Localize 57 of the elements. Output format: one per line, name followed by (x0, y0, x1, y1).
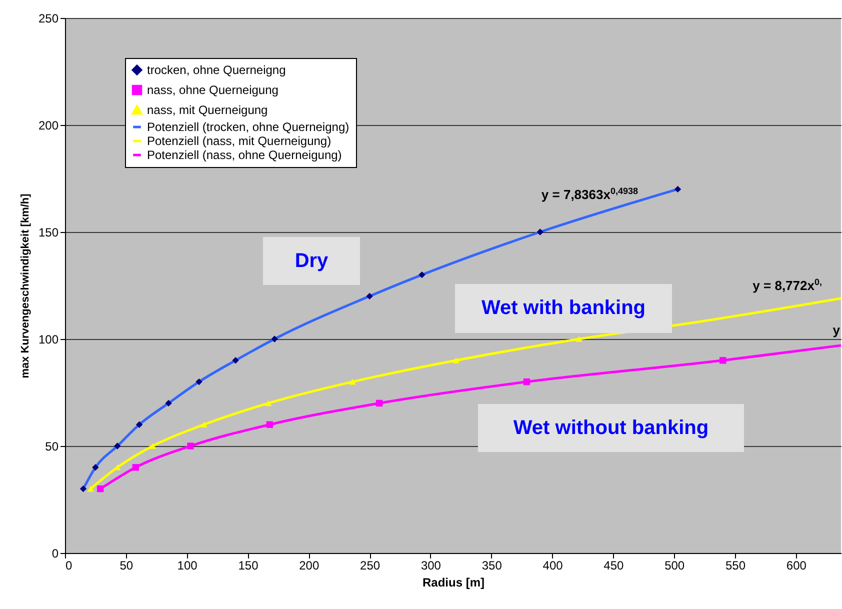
point (376, 400, 383, 407)
point (114, 442, 121, 450)
legend-label: Potenziell (nass, mit Querneigung) (147, 134, 332, 148)
point (271, 336, 278, 342)
point (232, 357, 239, 364)
point (200, 422, 208, 428)
x-tick-label: 500 (664, 558, 685, 572)
point (674, 186, 682, 193)
point (536, 228, 544, 236)
point (114, 464, 121, 470)
x-tick-label: 600 (786, 558, 807, 572)
annotation: y (832, 322, 840, 338)
point (149, 443, 156, 449)
point (187, 442, 194, 450)
y-tick-label: 250 (38, 12, 59, 26)
x-tick-label: 0 (66, 558, 72, 572)
point (266, 421, 274, 428)
legend-label: nass, mit Querneigung (147, 103, 268, 117)
point (349, 378, 356, 385)
point (418, 271, 426, 278)
x-tick-label: 150 (238, 558, 259, 572)
x-tick-label: 550 (726, 558, 746, 572)
legend-label: nass, ohne Querneigung (147, 83, 278, 97)
legend-label: trocken, ohne Querneigng (147, 63, 286, 77)
point (452, 357, 460, 364)
x-tick-label: 450 (604, 558, 624, 572)
annotation: y = 7,8363x$^{0,4938}$ (541, 186, 638, 202)
point (523, 378, 530, 386)
legend-label: Potenziell (nass, ohne Querneigung) (147, 148, 342, 162)
x-tick-label: 100 (177, 558, 198, 572)
point (136, 421, 143, 428)
y-axis-title: max Kurvengeschwindigkeit [km/h] (19, 193, 32, 378)
x-tick-label: 50 (120, 558, 134, 572)
annotation: y = 8,772x$^{0,}$ (752, 276, 822, 294)
y-tick-label: 100 (38, 332, 59, 346)
point (576, 336, 582, 342)
point (165, 400, 172, 407)
point (87, 486, 94, 492)
point (265, 400, 272, 406)
x-axis-title: Radius [m] (422, 576, 485, 590)
legend-label: Potenziell (trocken, ohne Querneigng) (147, 120, 350, 134)
x-tick-label: 300 (420, 558, 442, 572)
point (92, 464, 99, 471)
point (96, 485, 104, 492)
point (80, 485, 87, 492)
y-tick-label: 150 (38, 226, 59, 240)
x-tick-label: 400 (542, 558, 564, 572)
point (196, 378, 202, 386)
y-tick-label: 50 (45, 440, 59, 454)
y-tick-label: 200 (38, 118, 59, 132)
point (132, 464, 140, 471)
y-tick-label: 0 (52, 546, 59, 560)
x-tick-label: 200 (299, 558, 320, 572)
x-tick-label: 350 (482, 558, 502, 572)
point (719, 357, 726, 364)
point (366, 292, 373, 300)
x-tick-label: 250 (360, 558, 380, 572)
